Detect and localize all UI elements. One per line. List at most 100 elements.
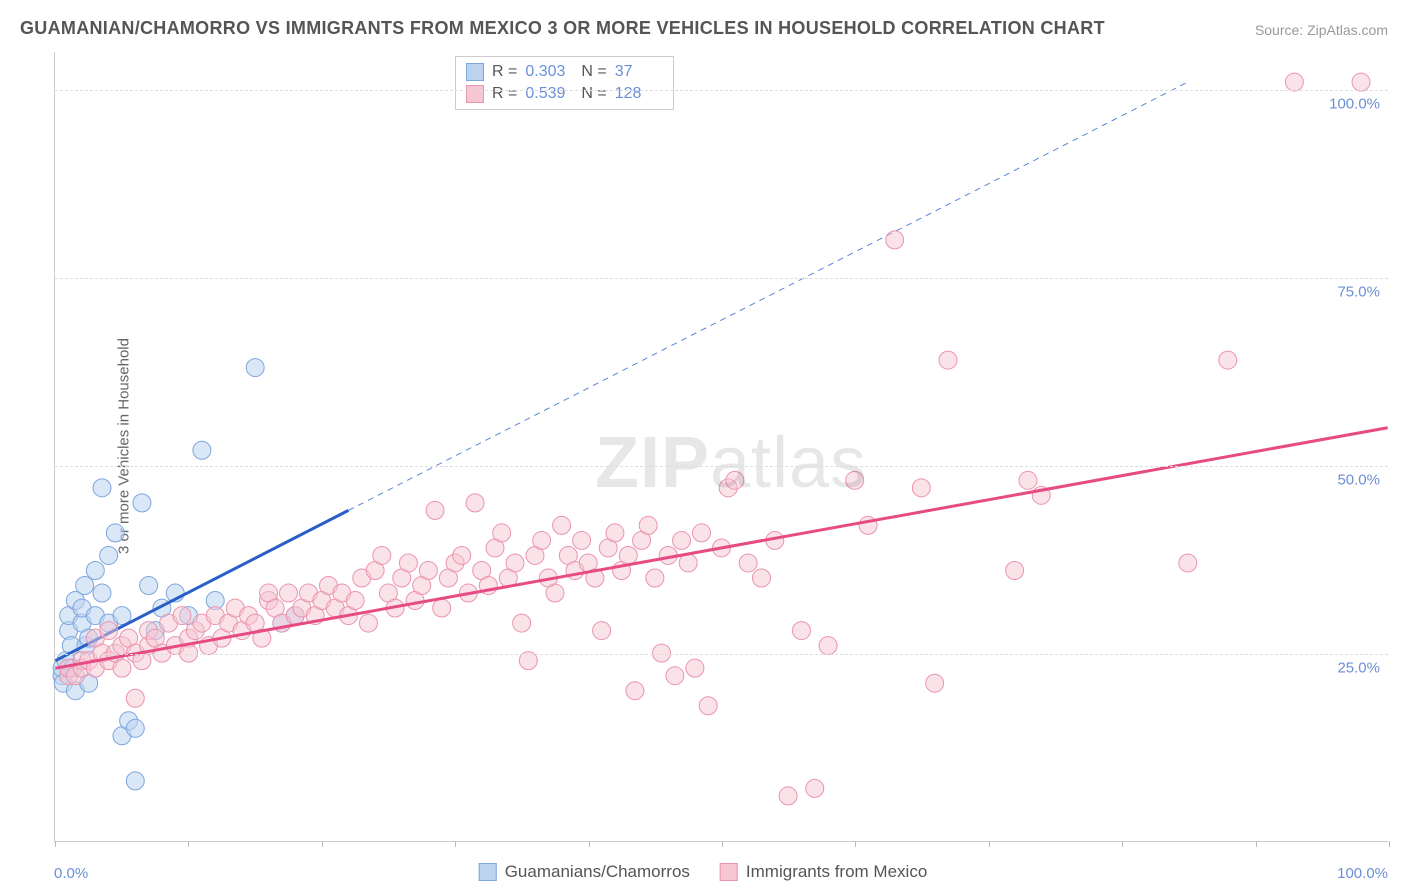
data-point xyxy=(693,524,711,542)
legend-item: Guamanians/Chamorros xyxy=(479,862,690,882)
data-point xyxy=(739,554,757,572)
x-tick xyxy=(589,841,590,847)
x-axis-min-label: 0.0% xyxy=(54,865,88,882)
data-point xyxy=(1219,351,1237,369)
stat-r-label: R = xyxy=(492,83,517,105)
data-point xyxy=(1285,73,1303,91)
data-point xyxy=(679,554,697,572)
data-point xyxy=(126,719,144,737)
data-point xyxy=(533,531,551,549)
data-point xyxy=(593,622,611,640)
x-tick xyxy=(1389,841,1390,847)
x-tick xyxy=(1256,841,1257,847)
data-point xyxy=(86,561,104,579)
data-point xyxy=(93,584,111,602)
data-point xyxy=(140,577,158,595)
stat-r-value: 0.539 xyxy=(525,83,573,105)
data-point xyxy=(573,531,591,549)
bottom-legend: Guamanians/Chamorros Immigrants from Mexi… xyxy=(479,862,928,882)
stat-r-label: R = xyxy=(492,61,517,83)
trend-line-extension xyxy=(348,82,1187,510)
data-point xyxy=(493,524,511,542)
data-point xyxy=(113,659,131,677)
data-point xyxy=(806,779,824,797)
gridline xyxy=(55,466,1388,467)
data-point xyxy=(433,599,451,617)
data-point xyxy=(76,577,94,595)
data-point xyxy=(100,546,118,564)
legend-item: Immigrants from Mexico xyxy=(720,862,927,882)
data-point xyxy=(399,554,417,572)
x-tick xyxy=(188,841,189,847)
x-tick xyxy=(455,841,456,847)
y-tick-label: 75.0% xyxy=(1337,283,1380,300)
data-point xyxy=(373,546,391,564)
data-point xyxy=(453,546,471,564)
legend-swatch xyxy=(466,63,484,81)
data-point xyxy=(173,607,191,625)
stat-n-value: 128 xyxy=(615,83,663,105)
data-point xyxy=(513,614,531,632)
plot-area: ZIPatlas R =0.303N = 37R =0.539N =128 25… xyxy=(54,52,1388,842)
stats-row: R = 0.303 N = 37 xyxy=(466,61,663,83)
data-point xyxy=(426,501,444,519)
data-point xyxy=(466,494,484,512)
data-point xyxy=(699,697,717,715)
data-point xyxy=(506,554,524,572)
x-tick xyxy=(322,841,323,847)
legend-swatch xyxy=(720,863,738,881)
x-tick xyxy=(55,841,56,847)
data-point xyxy=(752,569,770,587)
data-point xyxy=(100,622,118,640)
x-tick xyxy=(722,841,723,847)
data-point xyxy=(606,524,624,542)
stats-legend-box: R = 0.303 N = 37 R = 0.539 N = 128 xyxy=(455,56,674,110)
legend-swatch xyxy=(479,863,497,881)
source-attribution: Source: ZipAtlas.com xyxy=(1255,22,1388,38)
gridline xyxy=(55,90,1388,91)
data-point xyxy=(646,569,664,587)
data-point xyxy=(726,471,744,489)
data-point xyxy=(626,682,644,700)
data-point xyxy=(126,772,144,790)
x-tick xyxy=(989,841,990,847)
x-axis-max-label: 100.0% xyxy=(1337,865,1388,882)
gridline xyxy=(55,654,1388,655)
data-point xyxy=(1179,554,1197,572)
data-point xyxy=(1006,561,1024,579)
scatter-svg xyxy=(55,52,1388,841)
stat-r-value: 0.303 xyxy=(525,61,573,83)
data-point xyxy=(126,689,144,707)
data-point xyxy=(93,479,111,497)
gridline xyxy=(55,278,1388,279)
stat-n-label: N = xyxy=(581,61,606,83)
data-point xyxy=(779,787,797,805)
data-point xyxy=(639,516,657,534)
data-point xyxy=(686,659,704,677)
data-point xyxy=(819,637,837,655)
data-point xyxy=(546,584,564,602)
stat-n-value: 37 xyxy=(615,61,663,83)
data-point xyxy=(193,441,211,459)
data-point xyxy=(673,531,691,549)
trend-line xyxy=(55,428,1387,668)
data-point xyxy=(792,622,810,640)
data-point xyxy=(346,592,364,610)
data-point xyxy=(926,674,944,692)
stat-n-label: N = xyxy=(581,83,606,105)
stats-row: R = 0.539 N = 128 xyxy=(466,83,663,105)
data-point xyxy=(619,546,637,564)
data-point xyxy=(846,471,864,489)
chart-title: GUAMANIAN/CHAMORRO VS IMMIGRANTS FROM ME… xyxy=(20,18,1105,39)
data-point xyxy=(939,351,957,369)
data-point xyxy=(419,561,437,579)
x-tick xyxy=(1122,841,1123,847)
data-point xyxy=(553,516,571,534)
y-tick-label: 25.0% xyxy=(1337,659,1380,676)
data-point xyxy=(106,524,124,542)
legend-label: Immigrants from Mexico xyxy=(746,862,927,882)
data-point xyxy=(912,479,930,497)
data-point xyxy=(280,584,298,602)
legend-swatch xyxy=(466,85,484,103)
x-tick xyxy=(855,841,856,847)
